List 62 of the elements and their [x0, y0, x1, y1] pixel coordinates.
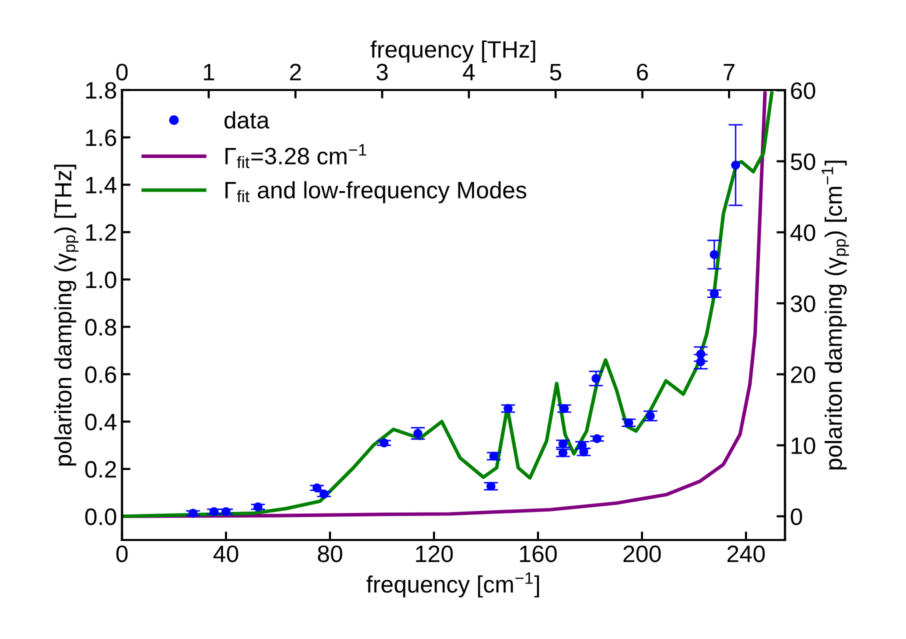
x2-tick-label: 5 — [550, 64, 562, 80]
x2-tick-label: 3 — [376, 64, 388, 80]
y-tick-label: 0.0 — [85, 508, 116, 526]
x-tick-label: 120 — [416, 545, 453, 562]
x-tick-label: 200 — [623, 545, 661, 562]
point — [504, 404, 513, 414]
y2-tick-label: 0 — [790, 508, 802, 526]
x-tick-label: 240 — [727, 545, 765, 562]
x2-axis-title: frequency [THz] — [370, 40, 536, 62]
y2-tick-label: 40 — [790, 224, 816, 242]
y2-tick-label: 20 — [791, 366, 816, 384]
x-axis-title: frequency [cm$^{−1}$] — [366, 572, 539, 598]
x2-tick-label: 0 — [116, 64, 128, 80]
y-tick-label: 0.8 — [85, 318, 116, 336]
x2-tick-label: 4 — [462, 64, 475, 80]
point — [710, 250, 719, 260]
point — [696, 357, 706, 366]
x-tick-label: 40 — [213, 545, 238, 562]
point — [558, 439, 568, 448]
y-tick-label: 1.6 — [86, 129, 116, 146]
x-tick-label: 80 — [318, 545, 342, 562]
point — [592, 434, 602, 444]
x-tick-label: 0 — [116, 545, 128, 562]
y2-tick-label: 30 — [790, 295, 816, 312]
y2-tick-label: 10 — [792, 437, 816, 454]
point — [558, 448, 568, 458]
point — [210, 507, 219, 516]
point — [624, 418, 634, 428]
point — [380, 438, 389, 448]
legend-label: Γ$_{fit}$ and low-frequency Modes — [225, 181, 526, 204]
y-tick-label: 1.8 — [86, 82, 116, 99]
point — [696, 350, 706, 359]
legend-label: data — [224, 111, 270, 129]
legend-label: Γ$_{fit}$=3.28 cm$^{−1}$ — [225, 144, 366, 168]
point — [188, 508, 198, 518]
x2-tick-label: 2 — [290, 64, 301, 80]
y2-axis-title: polariton damping (γ$_{pp}$) [cm$^{−1}$] — [822, 160, 849, 470]
point — [222, 507, 230, 516]
point — [560, 404, 569, 414]
point — [253, 502, 262, 512]
x2-tick-label: 7 — [724, 64, 734, 80]
point — [731, 160, 740, 170]
point — [320, 490, 329, 499]
y-tick-label: 0.4 — [85, 414, 116, 430]
point — [646, 411, 655, 420]
y-tick-label: 1.0 — [86, 272, 116, 288]
point — [591, 374, 600, 383]
y2-tick-label: 60 — [791, 82, 816, 100]
y-tick-label: 1.4 — [86, 177, 116, 194]
y-tick-label: 0.6 — [85, 366, 116, 383]
x2-tick-label: 6 — [636, 64, 648, 80]
point — [710, 289, 719, 298]
y2-tick-label: 50 — [790, 153, 816, 170]
y-tick-label: 0.2 — [85, 461, 116, 478]
x-tick-label: 160 — [520, 545, 557, 562]
y-tick-label: 1.2 — [86, 224, 116, 241]
y-axis-title: polariton damping (γ$_{pp}$) [THz] — [54, 164, 78, 466]
point — [312, 483, 322, 492]
point — [489, 452, 498, 461]
x2-tick-label: 1 — [204, 64, 214, 80]
point — [413, 428, 422, 438]
point — [486, 482, 496, 491]
